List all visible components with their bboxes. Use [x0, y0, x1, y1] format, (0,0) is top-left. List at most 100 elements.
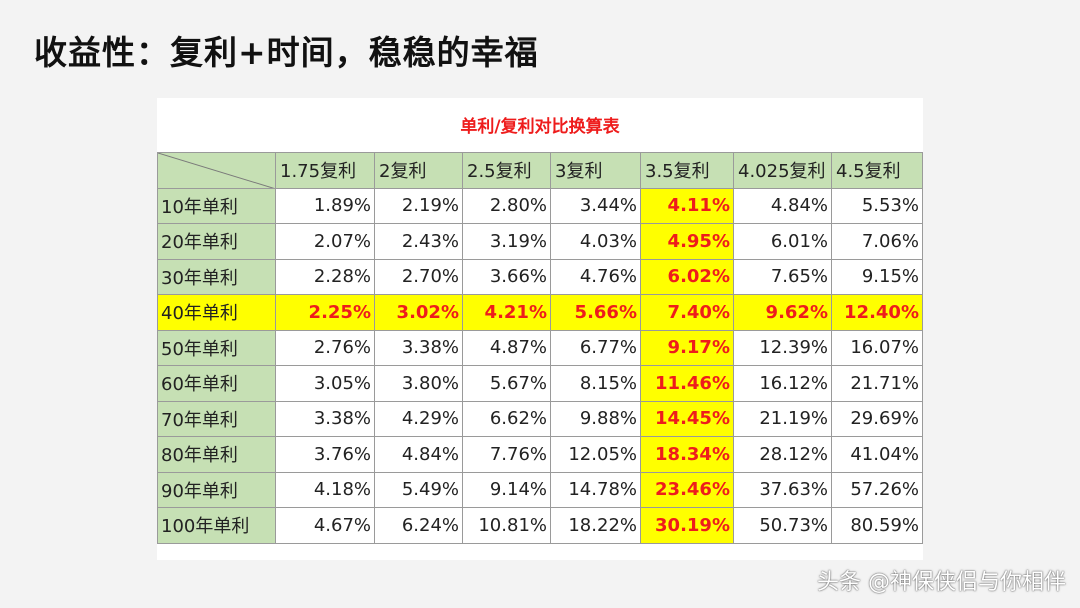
table-cell: 6.62%	[462, 400, 551, 437]
table-row: 30年单利 2.28% 2.70% 3.66% 4.76% 6.02% 7.65% 9.15%	[157, 258, 923, 295]
header-row: 1.75复利 2复利 2.5复利 3复利 3.5复利 4.025复利 4.5复利	[157, 152, 923, 189]
table-row: 40年单利 2.25% 3.02% 4.21% 5.66% 7.40% 9.62% 12.40…	[157, 294, 923, 331]
column-header: 3.5复利	[640, 152, 734, 189]
table-cell: 5.66%	[550, 294, 641, 331]
table-cell: 9.15%	[831, 258, 923, 295]
table-cell: 23.46%	[640, 471, 734, 508]
table-cell: 4.67%	[275, 507, 375, 544]
table-cell: 4.21%	[462, 294, 551, 331]
table-cell: 41.04%	[831, 436, 923, 473]
table-cell: 12.39%	[733, 329, 832, 366]
table-cell: 9.88%	[550, 400, 641, 437]
row-label: 40年单利	[157, 294, 276, 331]
table-cell: 10.81%	[462, 507, 551, 544]
row-label: 20年单利	[157, 223, 276, 260]
table-cell: 6.77%	[550, 329, 641, 366]
row-label: 50年单利	[157, 329, 276, 366]
table-cell: 5.53%	[831, 187, 923, 224]
table-cell: 37.63%	[733, 471, 832, 508]
table-cell: 3.19%	[462, 223, 551, 260]
table-cell: 16.12%	[733, 365, 832, 402]
table-cell: 4.95%	[640, 223, 734, 260]
table-cell: 4.11%	[640, 187, 734, 224]
table-title: 单利/复利对比换算表	[460, 117, 620, 137]
table-cell: 3.76%	[275, 436, 375, 473]
table-cell: 12.40%	[831, 294, 923, 331]
table-panel: 单利/复利对比换算表 1.75复利 2复利 2.5复利 3复利 3.5复利 4.025复利…	[157, 98, 923, 560]
diagonal-divider	[158, 153, 272, 188]
table-cell: 6.01%	[733, 223, 832, 260]
table-cell: 18.34%	[640, 436, 734, 473]
table-cell: 4.29%	[374, 400, 463, 437]
table-row: 20年单利 2.07% 2.43% 3.19% 4.03% 4.95% 6.01% 7.06%	[157, 223, 923, 260]
row-label: 80年单利	[157, 436, 276, 473]
table-row: 60年单利 3.05% 3.80% 5.67% 8.15% 11.46% 16.12% 21.…	[157, 365, 923, 402]
table-cell: 1.89%	[275, 187, 375, 224]
table-cell: 3.66%	[462, 258, 551, 295]
table-cell: 8.15%	[550, 365, 641, 402]
table-cell: 50.73%	[733, 507, 832, 544]
table-cell: 3.44%	[550, 187, 641, 224]
table-cell: 30.19%	[640, 507, 734, 544]
slide-title: 收益性：复利+时间，稳稳的幸福	[34, 33, 539, 72]
table-cell: 11.46%	[640, 365, 734, 402]
table-cell: 4.76%	[550, 258, 641, 295]
row-label: 90年单利	[157, 471, 276, 508]
table-cell: 3.80%	[374, 365, 463, 402]
table-cell: 9.17%	[640, 329, 734, 366]
table-cell: 18.22%	[550, 507, 641, 544]
watermark: 头条 @神保侠侣与你相伴	[817, 570, 1066, 595]
table-cell: 4.87%	[462, 329, 551, 366]
table-cell: 6.24%	[374, 507, 463, 544]
table-cell: 14.45%	[640, 400, 734, 437]
column-header: 4.5复利	[831, 152, 923, 189]
table-cell: 7.06%	[831, 223, 923, 260]
table-cell: 7.65%	[733, 258, 832, 295]
table-cell: 5.49%	[374, 471, 463, 508]
table-row: 100年单利 4.67% 6.24% 10.81% 18.22% 30.19% 50.73%…	[157, 507, 923, 544]
table-row: 80年单利 3.76% 4.84% 7.76% 12.05% 18.34% 28.12% 41…	[157, 436, 923, 473]
column-header: 1.75复利	[275, 152, 375, 189]
table-cell: 2.19%	[374, 187, 463, 224]
table-corner-cell	[157, 152, 276, 189]
table-cell: 3.38%	[374, 329, 463, 366]
column-header: 2复利	[374, 152, 463, 189]
table-cell: 80.59%	[831, 507, 923, 544]
table-cell: 4.84%	[733, 187, 832, 224]
row-label: 100年单利	[157, 507, 276, 544]
row-label: 10年单利	[157, 187, 276, 224]
table-cell: 9.62%	[733, 294, 832, 331]
table-cell: 2.80%	[462, 187, 551, 224]
table-cell: 2.07%	[275, 223, 375, 260]
table-row: 90年单利 4.18% 5.49% 9.14% 14.78% 23.46% 37.63% 57…	[157, 471, 923, 508]
column-header: 3复利	[550, 152, 641, 189]
table-cell: 12.05%	[550, 436, 641, 473]
table-cell: 7.76%	[462, 436, 551, 473]
table-cell: 4.84%	[374, 436, 463, 473]
table-cell: 7.40%	[640, 294, 734, 331]
table-cell: 2.43%	[374, 223, 463, 260]
table-cell: 4.18%	[275, 471, 375, 508]
table-cell: 3.05%	[275, 365, 375, 402]
table-cell: 3.02%	[374, 294, 463, 331]
table-body: 10年单利 1.89% 2.19% 2.80% 3.44% 4.11% 4.84% 5.53%…	[157, 187, 923, 544]
table-cell: 2.25%	[275, 294, 375, 331]
table-cell: 29.69%	[831, 400, 923, 437]
table-cell: 57.26%	[831, 471, 923, 508]
table-cell: 21.71%	[831, 365, 923, 402]
row-label: 60年单利	[157, 365, 276, 402]
table-cell: 4.03%	[550, 223, 641, 260]
row-label: 30年单利	[157, 258, 276, 295]
table-row: 50年单利 2.76% 3.38% 4.87% 6.77% 9.17% 12.39% 16.0…	[157, 329, 923, 366]
table-cell: 14.78%	[550, 471, 641, 508]
table-cell: 9.14%	[462, 471, 551, 508]
row-label: 70年单利	[157, 400, 276, 437]
table-cell: 16.07%	[831, 329, 923, 366]
comparison-table: 1.75复利 2复利 2.5复利 3复利 3.5复利 4.025复利 4.5复利 10年单利…	[157, 152, 923, 544]
table-cell: 6.02%	[640, 258, 734, 295]
table-cell: 2.28%	[275, 258, 375, 295]
column-header: 2.5复利	[462, 152, 551, 189]
table-cell: 3.38%	[275, 400, 375, 437]
table-cell: 2.70%	[374, 258, 463, 295]
table-cell: 2.76%	[275, 329, 375, 366]
